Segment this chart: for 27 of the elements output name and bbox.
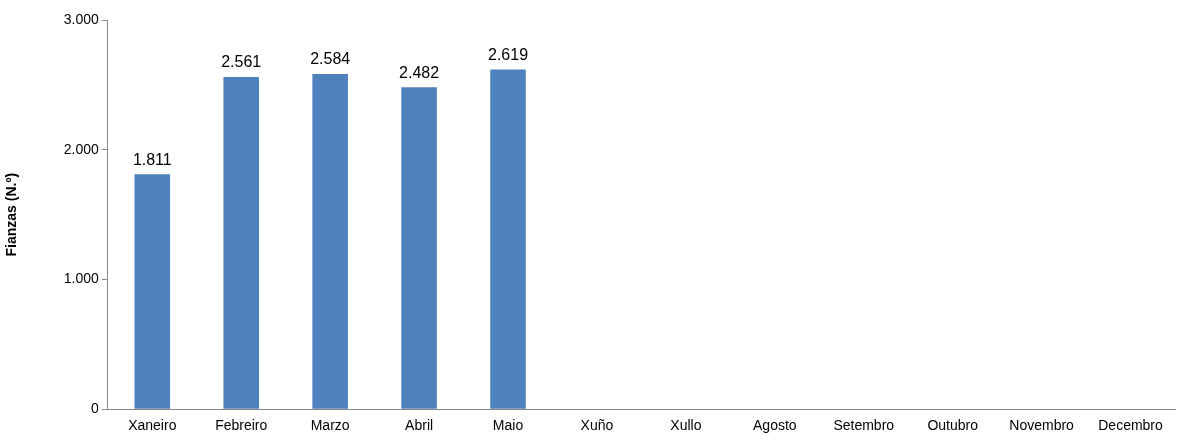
y-tick-label: 3.000: [63, 10, 100, 27]
x-tick-label: Outubro: [927, 417, 979, 434]
x-tick-label: Decembro: [1098, 417, 1164, 434]
y-tick-label: 0: [91, 400, 100, 417]
bar: [401, 87, 437, 409]
bar: [312, 73, 348, 409]
x-tick-label: Abril: [405, 417, 434, 434]
data-label: 1.811: [132, 150, 172, 168]
data-label: 2.619: [488, 45, 529, 63]
bar: [134, 174, 171, 409]
x-tick-label: Xuño: [580, 417, 614, 434]
x-tick-label: Xullo: [670, 417, 702, 434]
data-label: 2.482: [399, 63, 440, 81]
x-tick-label: Xaneiro: [128, 417, 177, 434]
x-tick-label: Novembro: [1009, 417, 1075, 434]
bar: [223, 76, 260, 409]
x-tick-label: Marzo: [310, 417, 350, 434]
x-tick-label: Maio: [492, 417, 524, 434]
data-label: 2.584: [310, 50, 351, 68]
y-tick-label: 2.000: [63, 140, 100, 157]
x-tick-label: Agosto: [753, 417, 797, 434]
y-axis-title: Fianzas (N.º): [3, 172, 20, 257]
x-tick-label: Febreiro: [215, 417, 268, 434]
y-tick-label: 1.000: [63, 270, 100, 287]
data-label: 2.561: [221, 53, 262, 71]
bar: [490, 69, 526, 409]
x-tick-label: Setembro: [833, 417, 895, 434]
